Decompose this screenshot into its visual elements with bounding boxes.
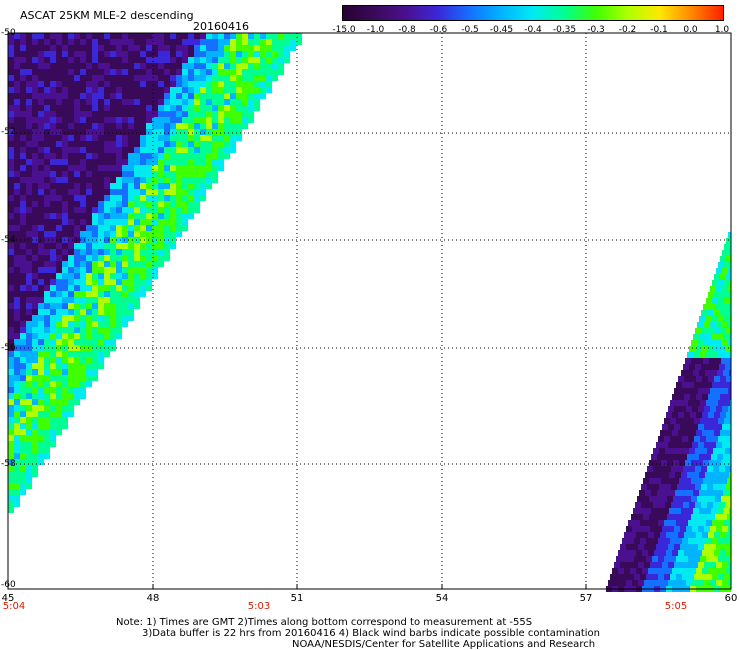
colorbar-label: -0.4 — [524, 25, 542, 35]
colorbar-label: -0.3 — [587, 25, 605, 35]
lon-label: 60 — [724, 593, 738, 604]
colorbar-label: -1.0 — [366, 25, 385, 35]
lat-label: -56 — [1, 343, 16, 353]
lon-label: 48 — [146, 593, 160, 604]
lat-label: -60 — [1, 580, 16, 590]
time-label: 5:05 — [664, 601, 688, 612]
colorbar-label: -0.2 — [618, 25, 637, 35]
time-label: 5:04 — [2, 601, 26, 612]
lat-label: -50 — [1, 28, 16, 38]
colorbar-label: -0.6 — [429, 25, 448, 35]
colorbar-label: -0.8 — [398, 25, 416, 35]
map-date: 20160416 — [193, 20, 249, 33]
lat-label: -58 — [1, 459, 16, 469]
colorbar — [342, 5, 724, 21]
lon-label: 51 — [290, 593, 304, 604]
colorbar-label: -0.45 — [489, 25, 514, 35]
note-line-1: Note: 1) Times are GMT 2)Times along bot… — [116, 617, 533, 628]
map-title: ASCAT 25KM MLE-2 descending — [20, 9, 194, 22]
colorbar-label: -0.35 — [552, 25, 577, 35]
right-swath — [606, 232, 731, 592]
colorbar-label: -0.1 — [650, 25, 668, 35]
colorbar-label: 0.0 — [683, 25, 698, 35]
lon-label: 57 — [579, 593, 593, 604]
colorbar-label: 1.0 — [714, 25, 730, 35]
lon-label: 54 — [435, 593, 449, 604]
time-label: 5:03 — [247, 601, 271, 612]
lat-label: -52 — [1, 127, 16, 137]
left-swath — [8, 33, 302, 513]
map-grid — [8, 33, 731, 589]
note-line-3: NOAA/NESDIS/Center for Satellite Applica… — [292, 639, 596, 650]
lon-label: 45 — [1, 593, 15, 604]
colorbar-label: -15.0 — [332, 25, 356, 35]
map-frame — [7, 32, 732, 590]
lat-label: -54 — [1, 235, 16, 245]
colorbar-label: -0.5 — [461, 25, 479, 35]
note-line-2: 3)Data buffer is 22 hrs from 20160416 4)… — [142, 628, 600, 639]
